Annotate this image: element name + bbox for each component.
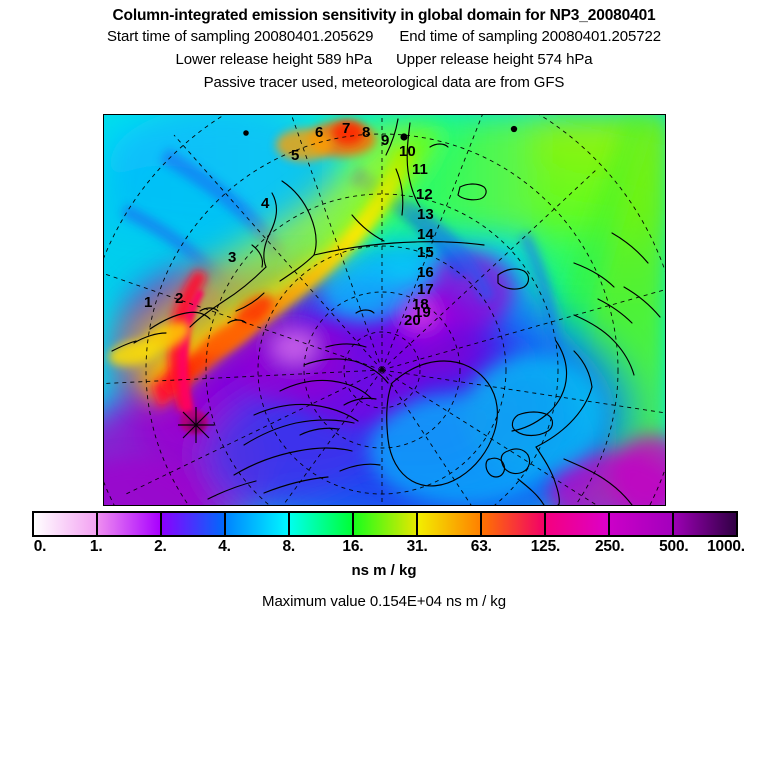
page-title: Column-integrated emission sensitivity i… — [112, 7, 656, 24]
release-height-row: Lower release height 589 hPa Upper releas… — [0, 48, 768, 71]
colorbar-tick-0: 0. — [33, 538, 47, 555]
colorbar-segment-9 — [610, 513, 674, 535]
colorbar-tick-9: 250. — [594, 538, 625, 555]
start-time-label: Start time of sampling 20080401.205629 — [107, 28, 374, 45]
colorbar-tick-10: 500. — [659, 538, 689, 555]
colorbar-segment-5 — [354, 513, 418, 535]
lower-release-height-label: Lower release height 589 hPa — [175, 51, 372, 68]
colorbar-segment-0 — [34, 513, 98, 535]
field-layer — [104, 115, 665, 505]
colorbar[interactable] — [32, 511, 738, 537]
figure-header: Column-integrated emission sensitivity i… — [0, 0, 768, 94]
colorbar-segment-3 — [226, 513, 290, 535]
colorbar-tick-3: 4. — [218, 538, 231, 555]
upper-release-height-label: Upper release height 574 hPa — [396, 51, 593, 68]
colorbar-tick-6: 31. — [406, 538, 428, 555]
colorbar-tick-labels: 0. 1. 2. 4. 8. 16. 31. 63. 125. 250. 500. 1000. — [0, 538, 768, 558]
colorbar-segment-10 — [674, 513, 736, 535]
colorbar-tick-7: 63. — [470, 538, 492, 555]
end-time-label: End time of sampling 20080401.205722 — [399, 28, 661, 45]
tracer-info-label: Passive tracer used, meteorological data… — [203, 74, 565, 91]
map-canvas — [104, 115, 665, 505]
emission-sensitivity-map[interactable]: 1 2 3 4 5 6 7 8 9 10 11 12 13 14 15 16 1… — [103, 114, 666, 506]
release-point-marker — [178, 407, 214, 443]
colorbar-tick-1: 1. — [89, 538, 103, 555]
colorbar-tick-8: 125. — [530, 538, 561, 555]
colorbar-segment-7 — [482, 513, 546, 535]
colorbar-units-label: ns m / kg — [351, 562, 417, 579]
colorbar-tick-11: 1000. — [707, 538, 745, 555]
colorbar-segment-1 — [98, 513, 162, 535]
colorbar-tick-5: 16. — [342, 538, 364, 555]
maximum-value-label: Maximum value 0.154E+04 ns m / kg — [262, 593, 506, 610]
colorbar-tick-4: 8. — [282, 538, 295, 555]
graticule — [104, 115, 665, 505]
sampling-time-row: Start time of sampling 20080401.205629 En… — [0, 25, 768, 48]
colorbar-segment-2 — [162, 513, 226, 535]
coastlines — [111, 118, 661, 505]
colorbar-tick-2: 2. — [154, 538, 167, 555]
colorbar-segment-4 — [290, 513, 354, 535]
colorbar-segment-8 — [546, 513, 610, 535]
colorbar-segment-6 — [418, 513, 482, 535]
